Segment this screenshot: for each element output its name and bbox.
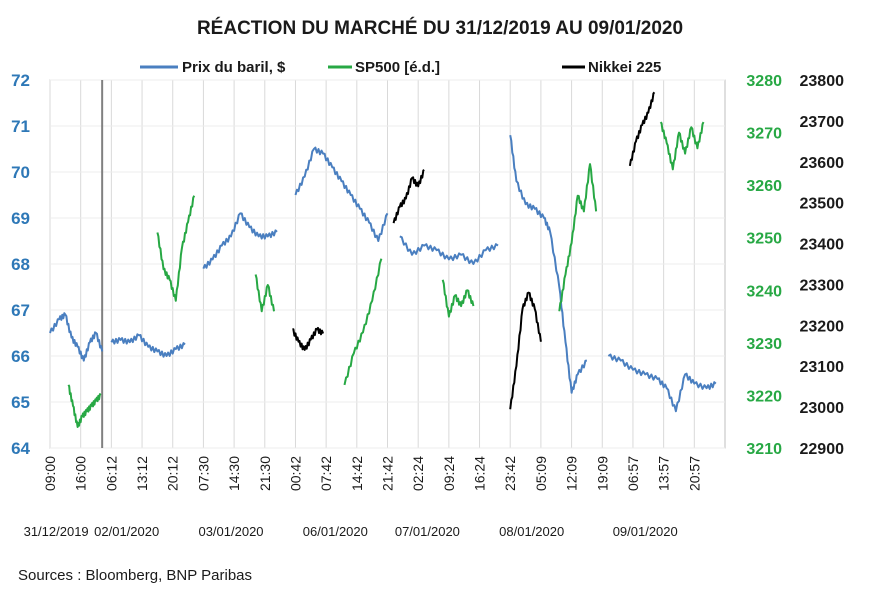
nikkei-line [392, 169, 425, 224]
x-tick-label: 20:12 [165, 456, 181, 491]
date-label: 06/01/2020 [303, 524, 368, 539]
x-tick-label: 07:42 [318, 456, 334, 491]
date-label: 31/12/2019 [24, 524, 89, 539]
y-axis-sp500: 3280 3270 3260 3250 3240 3230 3220 3210 [746, 73, 782, 458]
date-label: 03/01/2020 [198, 524, 263, 539]
oil-price-line [607, 353, 717, 413]
y-tick-nikkei: 23100 [800, 359, 845, 376]
sp500-line [254, 274, 275, 313]
oil-price-line [202, 212, 278, 269]
oil-price-line [294, 146, 389, 242]
y-tick-nikkei: 23400 [800, 237, 845, 254]
y-tick-nikkei: 23500 [800, 196, 845, 213]
date-label: 08/01/2020 [499, 524, 564, 539]
y-tick-nikkei: 23300 [800, 277, 845, 294]
y-tick-oil: 66 [11, 347, 30, 366]
y-tick-sp500: 3220 [746, 388, 782, 405]
date-label: 07/01/2020 [395, 524, 460, 539]
y-tick-nikkei: 22900 [800, 441, 845, 458]
y-tick-oil: 70 [11, 163, 30, 182]
legend: Prix du baril, $ SP500 [é.d.] Nikkei 225 [140, 59, 661, 76]
nikkei-line [292, 326, 325, 351]
series-lines [49, 91, 717, 428]
x-axis-dates: 31/12/2019 02/01/2020 03/01/2020 06/01/2020… [24, 524, 678, 539]
y-tick-oil: 71 [11, 117, 30, 136]
y-tick-sp500: 3240 [746, 283, 782, 300]
x-tick-label: 14:30 [226, 456, 242, 491]
x-tick-label: 20:57 [686, 456, 702, 491]
x-tick-label: 21:42 [380, 456, 396, 491]
y-tick-nikkei: 23200 [800, 318, 845, 335]
legend-label-sp500: SP500 [é.d.] [355, 59, 440, 76]
x-tick-label: 14:42 [349, 456, 365, 491]
legend-label-nikkei: Nikkei 225 [588, 59, 661, 76]
nikkei-line [509, 291, 542, 410]
x-tick-label: 19:09 [594, 456, 610, 491]
y-tick-nikkei: 23600 [800, 155, 845, 172]
y-axis-oil: 72 71 70 69 68 67 66 65 64 [11, 71, 30, 458]
x-tick-label: 13:57 [656, 456, 672, 491]
sp500-line [67, 384, 102, 428]
legend-label-oil: Prix du baril, $ [182, 59, 286, 76]
y-tick-nikkei: 23700 [800, 114, 845, 131]
y-tick-oil: 67 [11, 301, 30, 320]
y-tick-nikkei: 23000 [800, 400, 845, 417]
y-tick-sp500: 3260 [746, 178, 782, 195]
y-tick-oil: 64 [11, 439, 30, 458]
y-tick-oil: 65 [11, 393, 30, 412]
source-note: Sources : Bloomberg, BNP Paribas [18, 567, 252, 584]
x-tick-label: 21:30 [257, 456, 273, 491]
x-tick-label: 13:12 [134, 456, 150, 491]
x-tick-label: 12:09 [564, 456, 580, 491]
y-tick-sp500: 3270 [746, 126, 782, 143]
sp500-line [659, 121, 705, 171]
nikkei-line [628, 91, 656, 167]
date-label: 02/01/2020 [94, 524, 159, 539]
x-tick-label: 09:00 [42, 456, 58, 491]
sp500-line [441, 279, 475, 318]
chart-title: RÉACTION DU MARCHÉ DU 31/12/2019 AU 09/0… [197, 17, 683, 39]
sp500-line [343, 258, 383, 386]
x-tick-label: 16:00 [73, 456, 89, 491]
y-tick-sp500: 3280 [746, 73, 782, 90]
x-tick-label: 09:24 [441, 456, 457, 491]
date-label: 09/01/2020 [613, 524, 678, 539]
x-tick-label: 23:42 [502, 456, 518, 491]
y-tick-oil: 68 [11, 255, 30, 274]
oil-price-line [399, 235, 499, 265]
y-tick-nikkei: 23800 [800, 73, 845, 90]
oil-price-line [49, 312, 104, 362]
oil-price-line [110, 333, 186, 358]
y-axis-nikkei: 23800 23700 23600 23500 23400 23300 23200 23100… [800, 73, 845, 458]
x-tick-label: 06:12 [103, 456, 119, 491]
y-tick-sp500: 3230 [746, 336, 782, 353]
x-tick-label: 02:24 [410, 456, 426, 491]
x-tick-label: 06:57 [625, 456, 641, 491]
x-tick-label: 16:24 [472, 456, 488, 491]
y-tick-sp500: 3250 [746, 231, 782, 248]
y-tick-sp500: 3210 [746, 441, 782, 458]
sp500-line [558, 163, 598, 312]
x-tick-label: 05:09 [533, 456, 549, 491]
x-tick-label: 00:42 [287, 456, 303, 491]
grid [49, 79, 725, 449]
y-tick-oil: 72 [11, 71, 30, 90]
sp500-line [156, 195, 196, 302]
x-axis: 09:00 16:00 06:12 13:12 20:12 07:30 14:30 21:30… [42, 456, 702, 491]
oil-price-line [509, 135, 587, 394]
x-tick-label: 07:30 [195, 456, 211, 491]
y-tick-oil: 69 [11, 209, 30, 228]
